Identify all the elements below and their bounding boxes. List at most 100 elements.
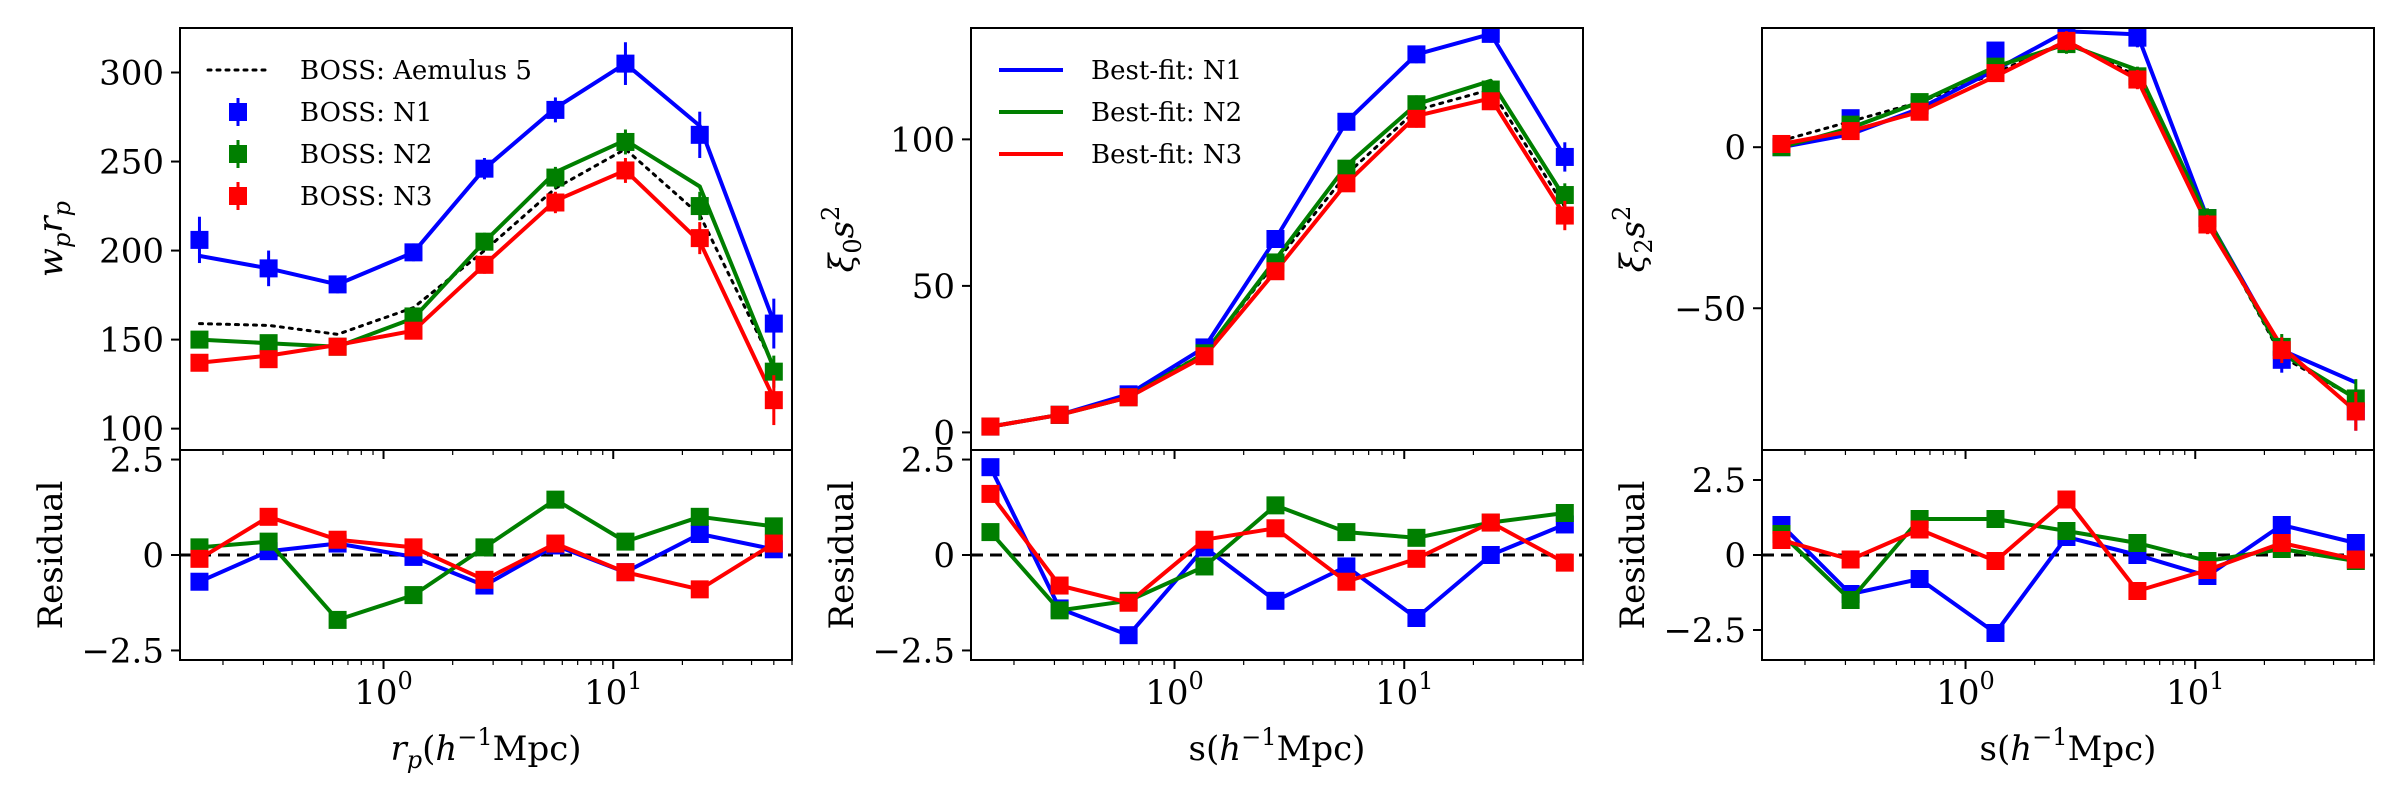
data-point bbox=[1986, 64, 2005, 83]
residual-point bbox=[690, 580, 709, 599]
data-point bbox=[1841, 122, 1860, 141]
x-tick-label: 101 bbox=[2166, 667, 2225, 713]
residual-point bbox=[1266, 591, 1285, 610]
data-point bbox=[1119, 388, 1138, 407]
residual-point bbox=[616, 532, 635, 551]
residual-point bbox=[328, 610, 347, 629]
residual-point bbox=[1119, 593, 1138, 612]
residual-point bbox=[1266, 519, 1285, 538]
tick-base: 10 bbox=[584, 673, 627, 713]
residual-point bbox=[190, 549, 209, 568]
y-axis-label: Residual bbox=[1613, 481, 1653, 630]
label-unit: Mpc) bbox=[493, 729, 582, 769]
tick-exp: 0 bbox=[398, 667, 413, 695]
residual-point bbox=[1986, 624, 2005, 642]
data-point bbox=[690, 125, 709, 144]
residual-point bbox=[190, 572, 209, 591]
residual-point bbox=[1841, 591, 1860, 609]
y-axis-label: wprp bbox=[31, 201, 76, 277]
tick-exp: 1 bbox=[1418, 667, 1433, 695]
residual-point bbox=[404, 586, 423, 605]
label-h: h bbox=[2010, 729, 2032, 769]
data-point bbox=[1266, 230, 1285, 248]
data-point bbox=[546, 193, 565, 212]
residual-point bbox=[546, 534, 565, 553]
label-part: ξ bbox=[1613, 251, 1653, 272]
data-point bbox=[475, 232, 494, 251]
series-line-best-fit-n3 bbox=[1781, 38, 2358, 413]
label-part: s bbox=[822, 221, 862, 238]
label-main: s bbox=[1980, 729, 1997, 769]
legend-swatch bbox=[229, 103, 247, 121]
residual-point bbox=[1910, 520, 1929, 539]
data-point bbox=[190, 330, 209, 349]
data-point bbox=[1407, 109, 1426, 128]
xi0-top: 0 50 100 ξ0s2 bbox=[817, 27, 1584, 459]
data-point bbox=[2272, 341, 2291, 360]
tick-exp: 0 bbox=[1189, 667, 1204, 695]
series-line-boss-aemulus-5 bbox=[1780, 39, 2358, 400]
label-part: s bbox=[1613, 221, 1653, 238]
y-tick-label: 0 bbox=[1724, 128, 1746, 168]
plot-area bbox=[1772, 28, 2365, 431]
data-point bbox=[1337, 159, 1356, 178]
axes-frame bbox=[970, 449, 1584, 661]
y-tick-label: 50 bbox=[912, 267, 955, 307]
legend-label: BOSS: N1 bbox=[300, 98, 432, 128]
residual-point bbox=[1407, 609, 1426, 627]
residual-point bbox=[1337, 557, 1356, 576]
data-point bbox=[616, 161, 635, 180]
residual-point bbox=[764, 534, 783, 553]
legend-label: Best-fit: N1 bbox=[1091, 56, 1242, 86]
data-point bbox=[690, 197, 709, 216]
data-point bbox=[1481, 28, 1500, 43]
y-tick-label: −2.5 bbox=[81, 631, 164, 671]
data-point bbox=[546, 168, 565, 187]
residual-point bbox=[1986, 510, 2005, 528]
axes-frame bbox=[1761, 27, 2375, 451]
residual-point bbox=[259, 507, 278, 526]
label-h: h bbox=[435, 729, 457, 769]
label-sub: p bbox=[48, 201, 76, 216]
residual-point bbox=[2057, 490, 2076, 509]
y-tick-label: 100 bbox=[890, 120, 955, 160]
y-tick-label: −2.5 bbox=[872, 631, 955, 671]
residual-point bbox=[616, 563, 635, 582]
legend-label: Best-fit: N3 bbox=[1091, 140, 1242, 170]
residual-point bbox=[259, 532, 278, 551]
y-tick-label: −50 bbox=[1674, 289, 1746, 329]
data-point bbox=[764, 362, 783, 381]
axes-frame bbox=[179, 449, 793, 661]
label-rest: ( bbox=[1206, 729, 1219, 769]
data-point bbox=[2128, 70, 2147, 89]
y-tick-label: 0 bbox=[933, 413, 955, 453]
residual-point bbox=[1050, 601, 1069, 620]
y-axis-label: Residual bbox=[822, 481, 862, 630]
y-axis-label: ξ0s2 bbox=[817, 206, 867, 273]
residual-point bbox=[1195, 530, 1214, 549]
data-point bbox=[1555, 147, 1574, 166]
data-point bbox=[546, 100, 565, 119]
y-tick-label: 300 bbox=[99, 54, 164, 94]
residual-line-n2 bbox=[199, 497, 775, 622]
data-point bbox=[328, 275, 347, 294]
data-point bbox=[1050, 405, 1069, 424]
data-point bbox=[1337, 174, 1356, 193]
xi0-bottom: −2.5 0 2.5 Residual bbox=[822, 441, 1584, 671]
residual-point bbox=[981, 458, 1000, 477]
legend: BOSS: Aemulus 5 BOSS: N1 BOSS: N2 BOSS: N3 bbox=[206, 56, 532, 212]
data-point bbox=[616, 132, 635, 151]
plot-area bbox=[180, 490, 792, 629]
data-point bbox=[475, 159, 494, 178]
data-point bbox=[190, 230, 209, 249]
data-point bbox=[1555, 206, 1574, 225]
data-point bbox=[1772, 134, 1791, 153]
series-line-best-fit-n2 bbox=[1780, 42, 2357, 401]
tick-base: 10 bbox=[1145, 673, 1188, 713]
data-point bbox=[475, 255, 494, 274]
legend-label: Best-fit: N2 bbox=[1091, 98, 1242, 128]
plot-area bbox=[1762, 490, 2374, 642]
